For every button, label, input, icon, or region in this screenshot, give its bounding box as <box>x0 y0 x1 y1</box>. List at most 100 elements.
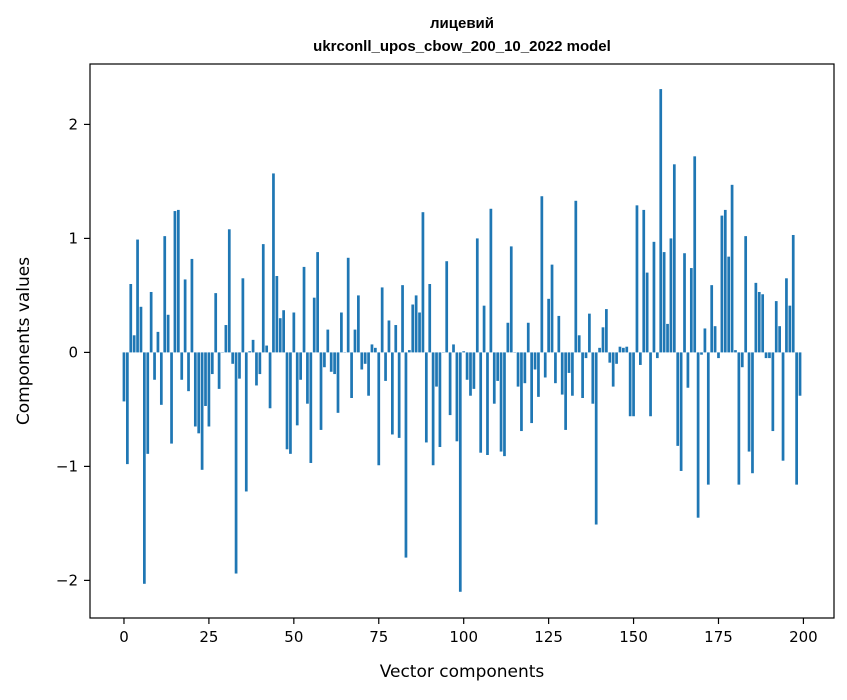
bar-85 <box>411 305 414 353</box>
bar-72 <box>367 352 370 395</box>
bar-35 <box>242 278 245 352</box>
bar-30 <box>225 325 228 352</box>
bar-145 <box>615 352 618 363</box>
bar-83 <box>405 352 408 557</box>
bar-106 <box>483 306 486 353</box>
bar-112 <box>503 352 506 456</box>
bar-92 <box>435 352 438 386</box>
bar-10 <box>157 332 160 353</box>
bar-32 <box>231 352 234 363</box>
bar-183 <box>744 236 747 352</box>
bar-126 <box>551 265 554 353</box>
bar-15 <box>174 211 177 352</box>
bar-168 <box>693 156 696 352</box>
bar-93 <box>439 352 442 447</box>
bar-12 <box>163 236 166 352</box>
bar-60 <box>326 330 329 353</box>
bar-23 <box>201 352 204 469</box>
bar-173 <box>710 285 713 352</box>
bar-123 <box>540 196 543 352</box>
bar-52 <box>299 352 302 379</box>
bar-78 <box>388 320 391 352</box>
bar-19 <box>187 352 190 391</box>
y-tick-label: 2 <box>68 115 78 133</box>
bar-105 <box>479 352 482 452</box>
bar-136 <box>585 352 588 358</box>
bar-131 <box>568 352 571 373</box>
bar-8 <box>150 292 153 352</box>
bar-13 <box>167 315 170 353</box>
bar-76 <box>381 287 384 352</box>
bar-66 <box>347 258 350 353</box>
bar-45 <box>275 276 278 352</box>
bar-61 <box>330 352 333 371</box>
bar-165 <box>683 253 686 352</box>
bar-185 <box>751 352 754 473</box>
chart-title-line1: лицевий <box>430 15 494 32</box>
bar-180 <box>734 350 737 352</box>
bar-20 <box>191 259 194 352</box>
bar-140 <box>598 348 601 353</box>
bar-127 <box>554 352 557 383</box>
bar-135 <box>581 352 584 398</box>
bar-167 <box>690 268 693 352</box>
bar-147 <box>622 348 625 353</box>
bar-177 <box>724 210 727 352</box>
bar-198 <box>795 352 798 484</box>
bar-196 <box>788 306 791 353</box>
bar-103 <box>473 352 476 388</box>
bar-146 <box>619 347 622 353</box>
bar-152 <box>639 352 642 365</box>
bar-134 <box>578 335 581 352</box>
bar-6 <box>143 352 146 583</box>
bar-86 <box>415 295 418 352</box>
bar-56 <box>313 298 316 353</box>
bar-91 <box>432 352 435 465</box>
bar-18 <box>184 279 187 352</box>
bar-104 <box>476 238 479 352</box>
bar-82 <box>401 285 404 352</box>
bar-193 <box>778 326 781 352</box>
bar-118 <box>523 352 526 383</box>
bar-57 <box>316 252 319 352</box>
bar-34 <box>238 352 241 378</box>
bar-110 <box>496 352 499 381</box>
bar-54 <box>306 352 309 403</box>
bar-132 <box>571 352 574 395</box>
bar-128 <box>557 316 560 352</box>
bar-163 <box>676 352 679 445</box>
bar-153 <box>642 210 645 352</box>
bar-175 <box>717 352 720 358</box>
bar-89 <box>425 352 428 442</box>
bar-88 <box>422 212 425 352</box>
bar-37 <box>248 351 251 352</box>
bar-109 <box>493 352 496 403</box>
bar-176 <box>721 216 724 353</box>
bar-149 <box>629 352 632 416</box>
bar-101 <box>466 352 469 379</box>
y-tick-label: 0 <box>68 343 78 361</box>
bar-120 <box>530 352 533 423</box>
bar-188 <box>761 294 764 352</box>
bar-26 <box>211 352 214 374</box>
bar-16 <box>177 210 180 352</box>
bar-25 <box>208 352 211 426</box>
bar-14 <box>170 352 173 443</box>
bar-99 <box>459 352 462 591</box>
bar-122 <box>537 352 540 396</box>
y-axis-label: Components values <box>14 257 34 425</box>
bar-75 <box>377 352 380 465</box>
bar-141 <box>602 327 605 352</box>
bar-70 <box>360 352 363 369</box>
bar-73 <box>371 344 374 352</box>
bar-1 <box>126 352 129 464</box>
bar-44 <box>272 173 275 352</box>
bar-4 <box>136 240 139 353</box>
bar-42 <box>265 346 268 353</box>
bar-50 <box>292 313 295 353</box>
x-tick-label: 75 <box>369 628 388 646</box>
bar-46 <box>279 318 282 352</box>
bar-59 <box>323 352 326 367</box>
x-tick-label: 50 <box>284 628 303 646</box>
